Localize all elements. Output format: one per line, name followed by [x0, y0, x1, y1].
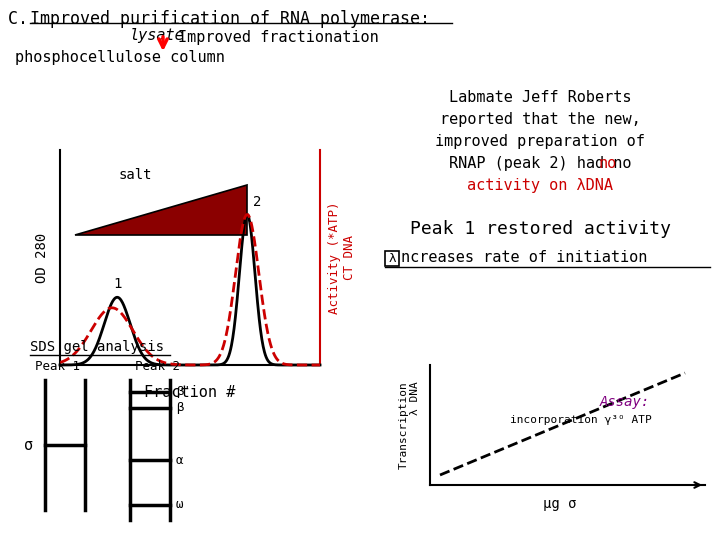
Text: no: no [598, 156, 616, 171]
Text: activity on λDNA: activity on λDNA [467, 178, 613, 193]
Text: OD 280: OD 280 [35, 232, 49, 282]
Text: phosphocellulose column: phosphocellulose column [15, 50, 225, 65]
Text: Labmate Jeff Roberts: Labmate Jeff Roberts [449, 90, 631, 105]
Text: ω: ω [176, 498, 184, 511]
Text: ncreases rate of initiation: ncreases rate of initiation [401, 251, 647, 266]
Polygon shape [75, 185, 247, 235]
Text: α: α [176, 454, 184, 467]
Text: λ: λ [388, 252, 396, 265]
Text: Transcription
λ DNA: Transcription λ DNA [398, 381, 420, 469]
Text: lysate: lysate [130, 28, 185, 43]
Text: reported that the new,: reported that the new, [440, 112, 640, 127]
Text: σ: σ [24, 437, 33, 453]
Text: 2: 2 [253, 194, 261, 208]
Text: Peak 1: Peak 1 [35, 360, 80, 373]
Text: incorporation γ³ᴼ ATP: incorporation γ³ᴼ ATP [510, 415, 652, 425]
Text: Activity (*ATP)
CT DNA: Activity (*ATP) CT DNA [328, 201, 356, 314]
Text: β: β [176, 402, 184, 415]
Text: C.: C. [8, 10, 38, 28]
Text: μg σ: μg σ [544, 497, 577, 511]
Text: Fraction #: Fraction # [145, 385, 235, 400]
Text: improved preparation of: improved preparation of [435, 134, 645, 149]
Text: Improved purification of RNA polymerase:: Improved purification of RNA polymerase: [30, 10, 430, 28]
Text: RNAP (peak 2) had no: RNAP (peak 2) had no [449, 156, 631, 171]
Bar [385, 251, 399, 266]
Text: Peak 2: Peak 2 [135, 360, 180, 373]
Text: 1: 1 [113, 277, 122, 291]
Text: salt: salt [119, 168, 152, 182]
Text: Improved fractionation: Improved fractionation [178, 30, 379, 45]
Text: β': β' [176, 386, 191, 399]
Text: Peak 1 restored activity: Peak 1 restored activity [410, 220, 670, 238]
Text: SDS gel analysis: SDS gel analysis [30, 340, 164, 354]
Text: Assay:: Assay: [600, 395, 650, 409]
